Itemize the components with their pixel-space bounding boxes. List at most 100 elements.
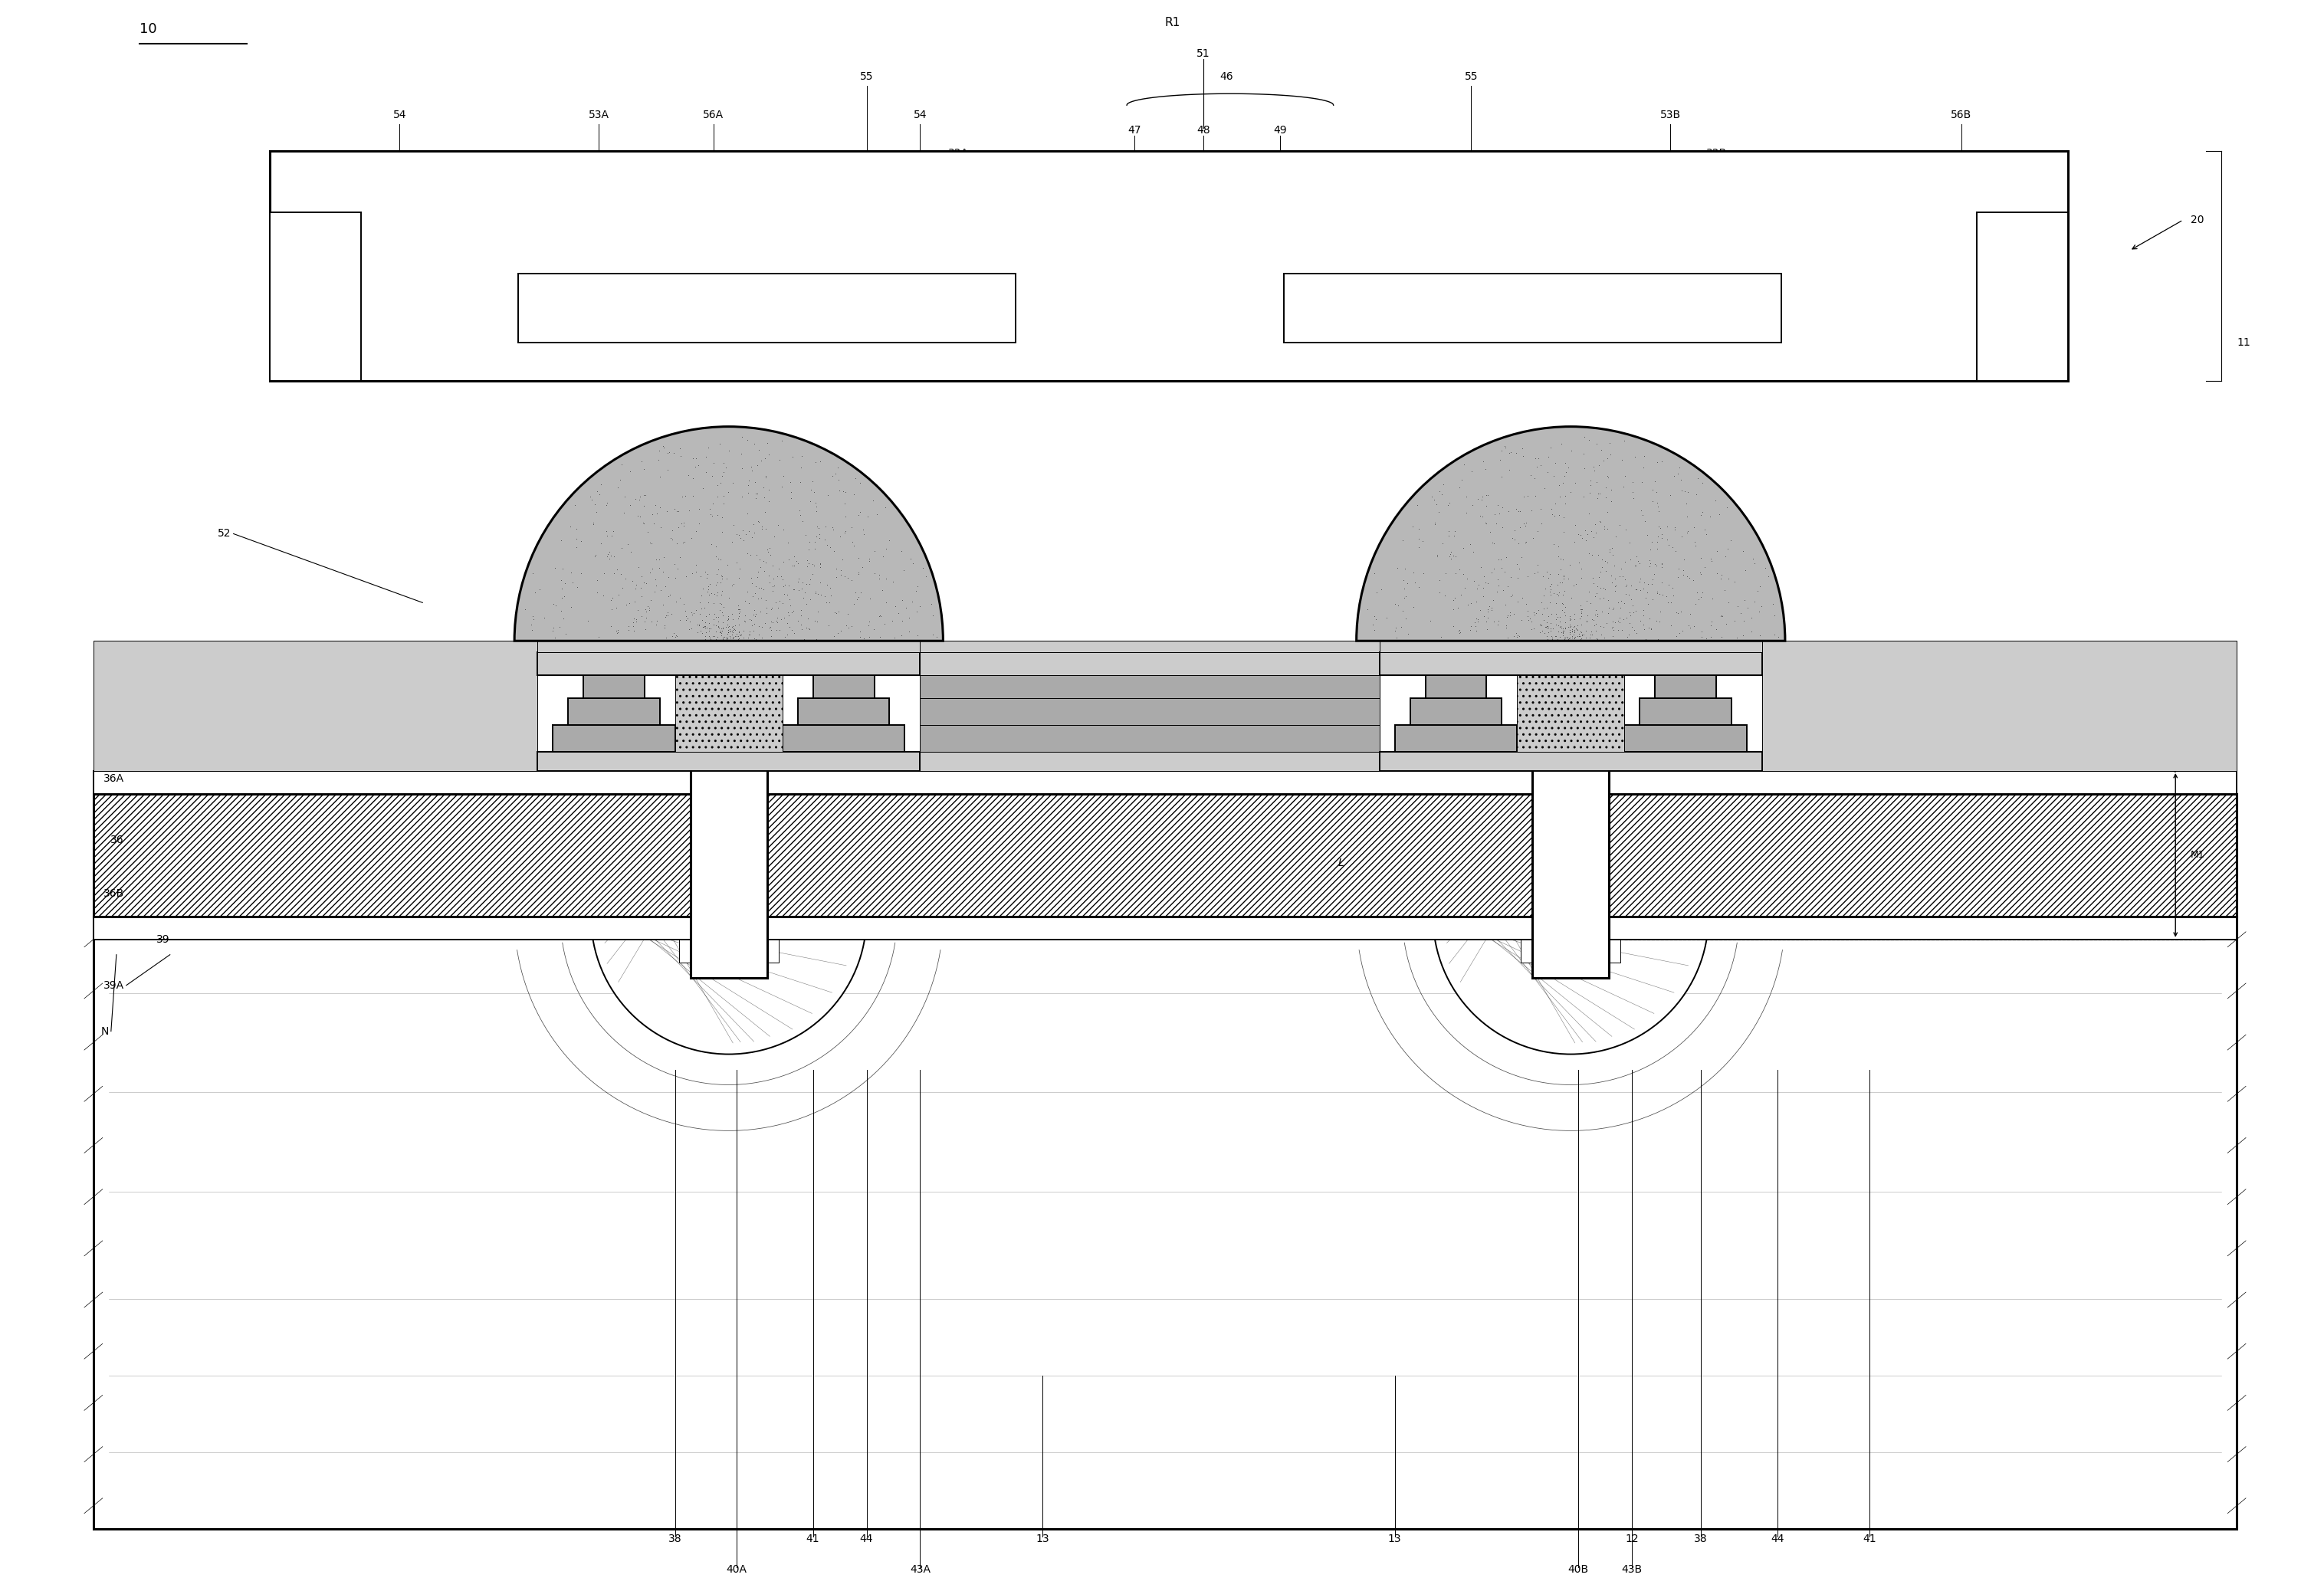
- Point: [623, 574, 660, 600]
- Point: [1562, 611, 1599, 636]
- Point: [751, 563, 788, 589]
- Point: [653, 601, 690, 627]
- Point: [713, 530, 751, 555]
- Point: [1462, 555, 1499, 581]
- Point: [737, 574, 774, 600]
- Point: [795, 552, 832, 578]
- Point: [730, 519, 767, 544]
- Point: [790, 617, 827, 643]
- Point: [781, 469, 818, 495]
- Point: [1532, 582, 1569, 608]
- Point: [1490, 441, 1527, 466]
- Point: [792, 562, 830, 587]
- Point: [1750, 563, 1787, 589]
- Point: [1538, 544, 1576, 570]
- Point: [1385, 576, 1422, 601]
- Point: [1717, 625, 1755, 651]
- Point: [741, 547, 779, 573]
- Point: [690, 601, 727, 627]
- Point: [1476, 501, 1513, 527]
- Point: [878, 628, 916, 654]
- Bar: [797, 698, 890, 725]
- Point: [1678, 592, 1715, 617]
- Point: [669, 606, 706, 632]
- Point: [776, 544, 813, 570]
- Point: [1604, 563, 1641, 589]
- Point: [899, 600, 937, 625]
- Point: [1578, 597, 1615, 622]
- Point: [1571, 541, 1608, 566]
- Point: [1590, 595, 1627, 620]
- Point: [802, 570, 839, 595]
- Point: [1592, 477, 1629, 503]
- Point: [1678, 533, 1715, 558]
- Point: [686, 616, 723, 641]
- Point: [611, 458, 648, 484]
- Point: [1624, 503, 1662, 528]
- Point: [1590, 515, 1627, 541]
- Point: [690, 624, 727, 649]
- Point: [760, 555, 797, 581]
- Point: [706, 625, 744, 651]
- Point: [1613, 603, 1650, 628]
- Point: [1676, 514, 1713, 539]
- Point: [1624, 603, 1662, 628]
- Point: [716, 624, 753, 649]
- Circle shape: [1434, 778, 1708, 1055]
- Point: [1464, 584, 1501, 609]
- Bar: [920, 698, 1380, 725]
- Point: [1573, 606, 1611, 632]
- Point: [621, 503, 658, 528]
- Point: [1459, 576, 1497, 601]
- Point: [1571, 473, 1608, 498]
- Point: [537, 593, 574, 619]
- Point: [686, 613, 723, 638]
- Point: [1545, 616, 1583, 641]
- Point: [674, 560, 711, 585]
- Point: [746, 558, 783, 584]
- Point: [797, 627, 834, 652]
- Point: [1492, 603, 1529, 628]
- Point: [769, 600, 806, 625]
- Point: [862, 603, 899, 628]
- Point: [514, 562, 551, 587]
- Point: [1552, 627, 1590, 652]
- Point: [1436, 544, 1473, 570]
- Point: [748, 595, 786, 620]
- Point: [1734, 546, 1771, 571]
- Point: [725, 527, 762, 552]
- Point: [846, 625, 883, 651]
- Point: [630, 597, 667, 622]
- Point: [597, 595, 634, 620]
- Point: [802, 550, 839, 576]
- Point: [1532, 590, 1569, 616]
- Point: [737, 485, 774, 511]
- Point: [1457, 614, 1494, 640]
- Point: [646, 544, 683, 570]
- Point: [709, 606, 746, 632]
- Point: [1464, 504, 1501, 530]
- Point: [1648, 514, 1685, 539]
- Point: [1527, 476, 1564, 501]
- Point: [1557, 571, 1594, 597]
- Point: [579, 479, 616, 504]
- Point: [1703, 565, 1741, 590]
- Point: [686, 576, 723, 601]
- Point: [1448, 484, 1485, 509]
- Point: [1532, 611, 1569, 636]
- Point: [516, 606, 553, 632]
- Point: [718, 522, 755, 547]
- Point: [748, 536, 786, 562]
- Point: [1571, 579, 1608, 605]
- Point: [558, 492, 595, 517]
- Point: [720, 597, 758, 622]
- Point: [681, 601, 718, 627]
- Point: [1694, 585, 1731, 611]
- Point: [1450, 592, 1487, 617]
- Text: 38: 38: [1694, 1534, 1708, 1543]
- Point: [767, 624, 804, 649]
- Point: [1618, 620, 1655, 646]
- Bar: [1380, 753, 1762, 772]
- Point: [621, 555, 658, 581]
- Point: [674, 600, 711, 625]
